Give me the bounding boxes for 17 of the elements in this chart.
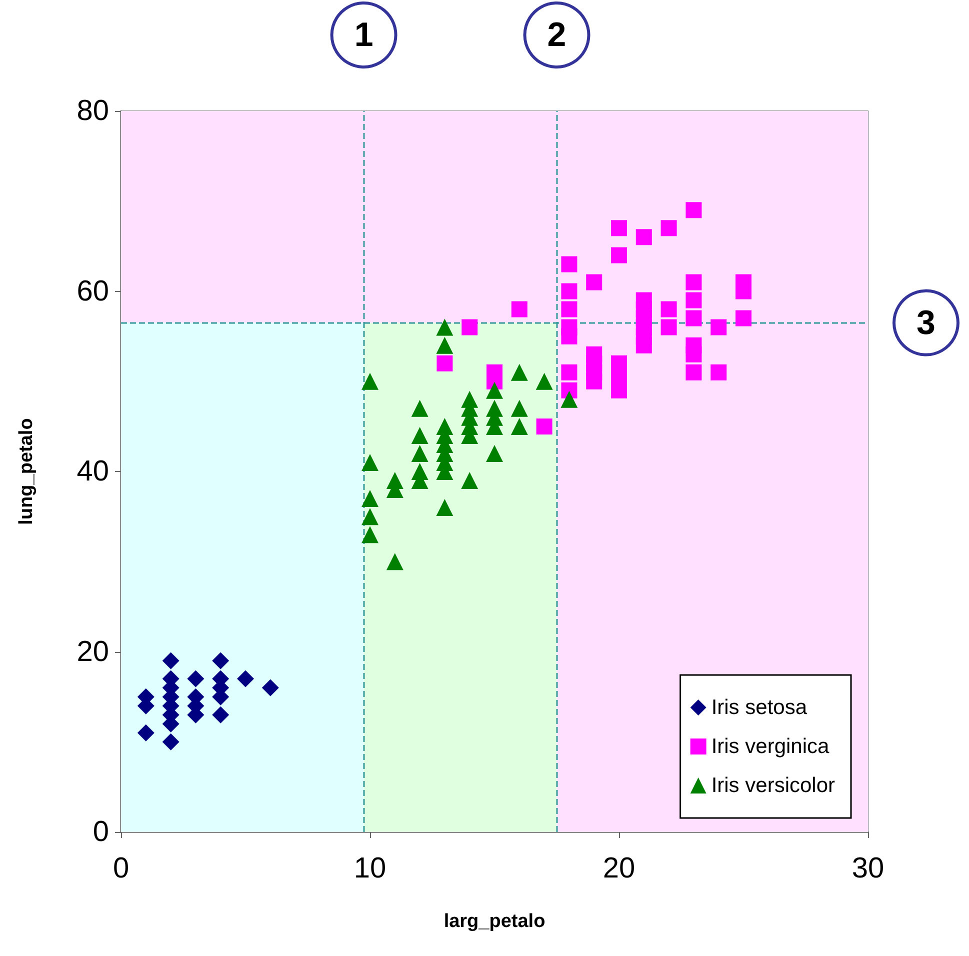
y-tick-label: 40 <box>76 456 109 488</box>
legend-label: Iris setosa <box>711 696 808 719</box>
annotation: 3 <box>916 304 936 342</box>
y-tick-label: 60 <box>76 275 109 308</box>
y-tick-label: 0 <box>92 816 109 848</box>
x-axis-title: larg_petalo <box>444 911 546 932</box>
x-tick-label: 10 <box>354 852 386 884</box>
legend-label: Iris verginica <box>711 735 830 758</box>
y-tick-label: 80 <box>76 95 109 127</box>
annotation: 1 <box>354 16 374 54</box>
x-tick-label: 20 <box>602 852 636 884</box>
x-tick-label: 0 <box>112 852 130 884</box>
legend-label: Iris versicolor <box>711 774 836 797</box>
y-tick-label: 20 <box>76 636 109 668</box>
x-tick-label: 30 <box>852 852 884 884</box>
annotation: 2 <box>547 16 566 54</box>
y-axis-title: lung_petalo <box>16 418 37 525</box>
